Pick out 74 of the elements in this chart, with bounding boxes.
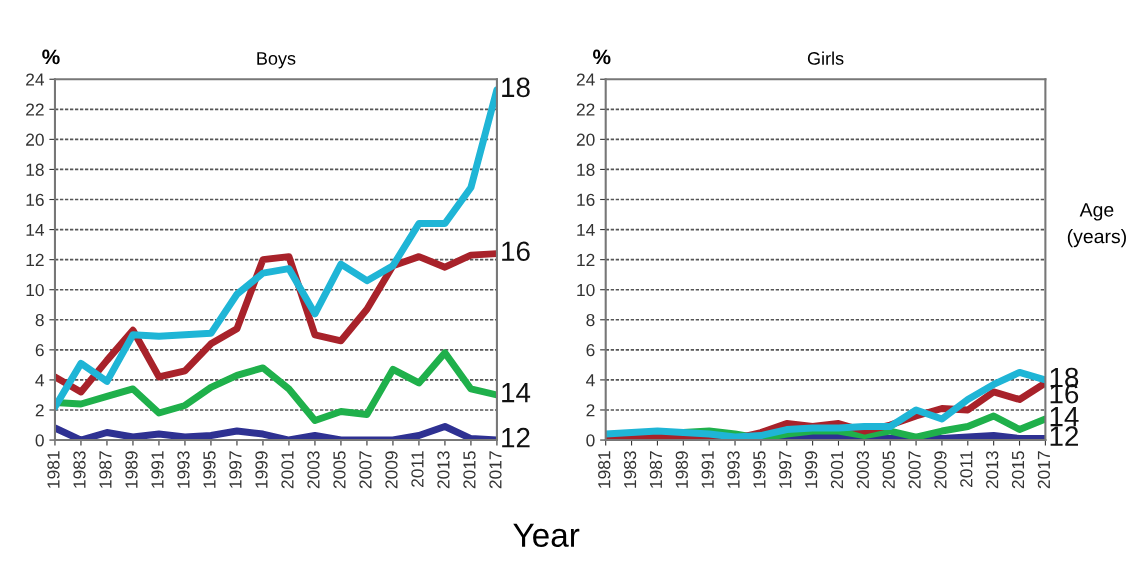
x-tick-label: 2017 [489, 451, 502, 489]
y-axis-title: % [42, 49, 60, 65]
x-tick-label: 2001 [281, 451, 294, 489]
x-tick-label: 1995 [753, 451, 766, 488]
x-tick-label: 2003 [856, 451, 869, 489]
x-tick-label: 1981 [47, 451, 60, 488]
x-tick-label: 1997 [229, 451, 242, 488]
y-tick-label: 20 [576, 133, 595, 146]
x-tick-label: 2009 [934, 451, 947, 489]
x-tick-label: 1989 [125, 451, 138, 488]
series-label: 14 [502, 383, 531, 403]
x-tick-label: 2015 [1011, 451, 1025, 489]
y-tick-label: 18 [577, 163, 595, 176]
y-tick-label: 12 [26, 253, 44, 266]
x-tick-label: 1991 [151, 451, 164, 488]
y-tick-label: 2 [586, 404, 595, 417]
y-tick-label: 0 [586, 434, 595, 447]
y-tick-label: 16 [577, 193, 595, 206]
y-tick-label: 8 [35, 313, 44, 327]
x-tick-label: 2011 [960, 451, 973, 487]
x-tick-label: 2003 [307, 451, 320, 489]
series-label: 14 [1050, 407, 1079, 427]
x-tick-label: 1991 [701, 451, 714, 488]
x-axis-title: Year [513, 523, 580, 547]
y-tick-label: 16 [26, 193, 44, 206]
x-tick-label: 2007 [908, 451, 921, 489]
x-tick-label: 1993 [177, 451, 190, 488]
x-tick-label: 1993 [727, 451, 740, 488]
x-tick-label: 2005 [333, 451, 346, 489]
x-tick-label: 1989 [675, 451, 688, 488]
x-tick-label: 2009 [385, 451, 398, 489]
series-label: 12 [1050, 426, 1078, 446]
y-tick-label: 22 [26, 103, 44, 116]
x-tick-label: 2013 [437, 451, 450, 489]
y-tick-label: 8 [586, 313, 595, 327]
chart-title: Girls [807, 51, 844, 65]
x-tick-label: 1999 [255, 451, 268, 488]
y-tick-label: 10 [577, 283, 595, 297]
y-tick-label: 0 [35, 434, 44, 447]
x-tick-label: 2017 [1037, 451, 1051, 489]
x-tick-label: 2001 [830, 451, 844, 489]
text: Age (years) [1067, 203, 1126, 248]
y-axis-title: % [593, 49, 611, 65]
x-tick-label: 2005 [882, 451, 895, 489]
y-tick-label: 14 [577, 223, 595, 236]
x-tick-label: 1981 [598, 451, 611, 488]
y-tick-label: 12 [577, 253, 595, 266]
y-tick-label: 4 [586, 374, 595, 387]
y-tick-label: 22 [576, 103, 595, 116]
y-tick-label: 20 [26, 133, 44, 146]
y-tick-label: 6 [586, 344, 595, 357]
x-tick-label: 1995 [203, 451, 216, 488]
y-tick-label: 18 [26, 163, 44, 176]
x-tick-label: 1983 [623, 451, 637, 488]
chart-title: Boys [257, 52, 296, 69]
x-tick-label: 1983 [73, 451, 86, 488]
y-tick-label: 24 [26, 73, 45, 86]
y-tick-label: 4 [35, 374, 45, 387]
y-tick-label: 10 [26, 283, 44, 297]
x-tick-label: 2011 [411, 451, 424, 487]
y-tick-label: 14 [26, 223, 45, 236]
x-tick-label: 1987 [99, 451, 112, 488]
x-tick-label: 1999 [804, 451, 818, 488]
x-tick-label: 1997 [779, 451, 792, 488]
series-label: 12 [502, 427, 530, 448]
series-label: 18 [502, 77, 530, 98]
y-tick-label: 24 [576, 73, 595, 86]
series-label: 16 [502, 241, 530, 262]
x-tick-label: 1987 [649, 451, 663, 488]
x-tick-label: 2013 [986, 451, 999, 489]
x-tick-label: 2015 [463, 451, 476, 489]
x-tick-label: 2007 [359, 451, 372, 489]
y-tick-label: 6 [35, 344, 44, 357]
y-tick-label: 2 [35, 404, 44, 417]
